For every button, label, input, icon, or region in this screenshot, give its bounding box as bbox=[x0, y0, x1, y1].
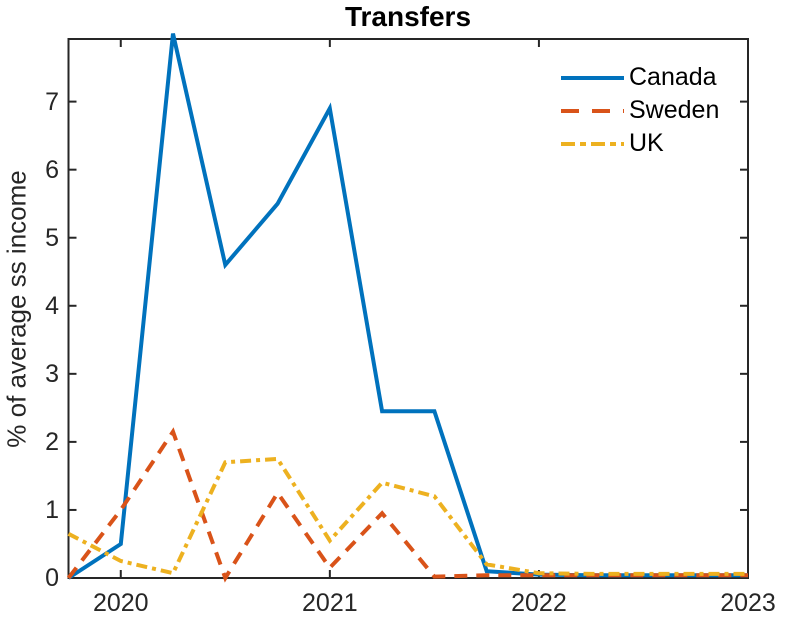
y-tick-label: 6 bbox=[45, 155, 59, 184]
axes-box bbox=[67, 38, 749, 579]
y-tick-label: 0 bbox=[45, 564, 59, 592]
legend-label: Canada bbox=[629, 63, 717, 91]
legend-line-sweden bbox=[561, 108, 624, 113]
series-line-uk bbox=[67, 456, 748, 576]
y-tick-label: 3 bbox=[45, 359, 59, 388]
x-tick-label: 2021 bbox=[302, 589, 358, 617]
series-line-sweden bbox=[66, 427, 748, 583]
y-tick-label: 5 bbox=[45, 223, 59, 252]
y-tick-label: 4 bbox=[45, 291, 59, 320]
x-tick-label: 2020 bbox=[92, 589, 149, 617]
legend-label: UK bbox=[629, 129, 664, 157]
legend-label: Sweden bbox=[629, 96, 720, 124]
legend-item-uk: UK bbox=[561, 127, 719, 160]
x-tick-label: 2022 bbox=[511, 589, 567, 617]
chart-title: Transfers bbox=[344, 1, 472, 32]
legend-item-sweden: Sweden bbox=[561, 94, 719, 127]
legend-line-canada bbox=[561, 75, 624, 80]
y-tick-label: 2 bbox=[45, 427, 59, 456]
x-tick-label: 2023 bbox=[720, 589, 776, 617]
legend-line-uk bbox=[561, 141, 624, 146]
legend-item-canada: Canada bbox=[561, 61, 719, 94]
y-tick-label: 7 bbox=[45, 87, 59, 116]
legend: Canada Sweden UK bbox=[561, 61, 719, 160]
y-tick-label: 1 bbox=[45, 495, 59, 524]
